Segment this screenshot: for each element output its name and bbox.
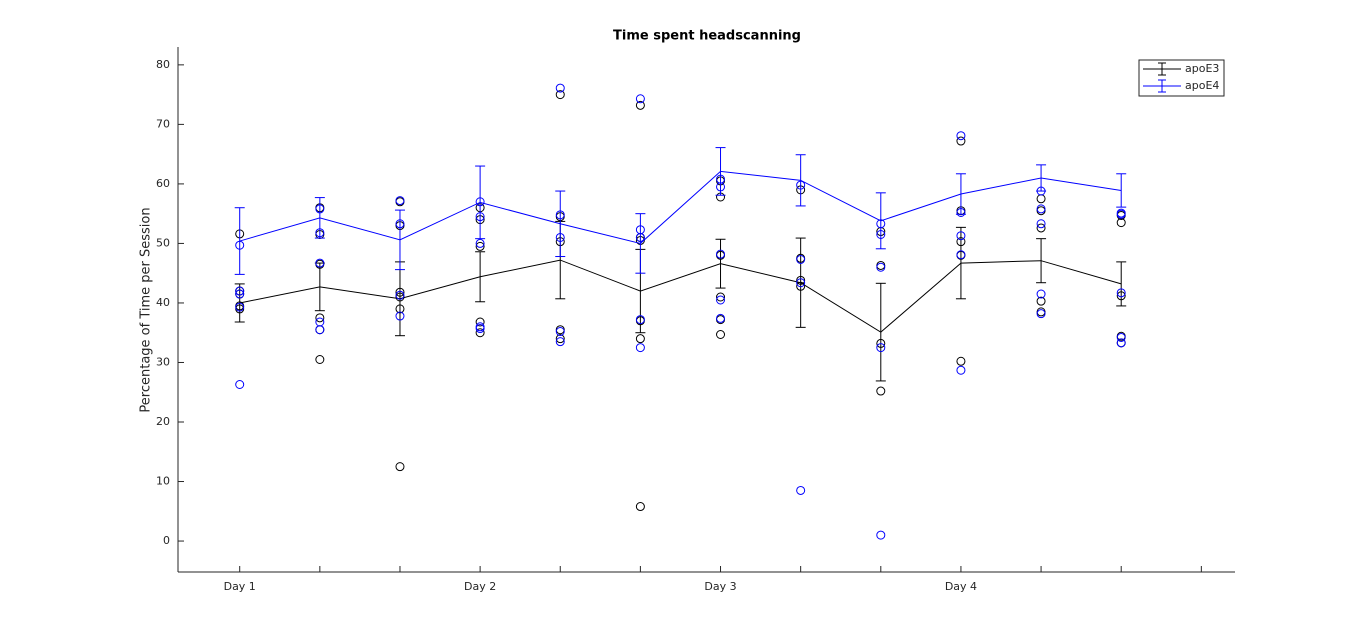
data-point [555,334,565,344]
x-tick-label: Day 3 [704,580,736,593]
data-point [635,94,645,104]
data-point [395,196,405,206]
y-tick-label: 10 [156,475,170,488]
data-point [555,337,565,347]
y-tick-label: 0 [163,534,170,547]
data-point [716,295,726,305]
data-point [315,258,325,268]
data-point [475,328,485,338]
error-bar [314,197,325,239]
legend-box [1138,59,1225,97]
error-bar [635,213,646,274]
data-point [555,90,565,100]
data-point [1116,288,1126,298]
data-point [635,334,645,344]
x-tick-label: Day 2 [464,580,496,593]
data-point [235,289,245,299]
data-point [876,530,886,540]
data-point [1116,332,1126,342]
data-point [1036,204,1046,214]
data-point [1036,223,1046,233]
data-point [1036,289,1046,299]
error-bar [555,190,566,258]
error-bar [1116,261,1127,307]
data-point [956,250,966,260]
data-point [235,302,245,312]
y-tick-label: 60 [156,177,170,190]
data-point [956,356,966,366]
data-point [1036,296,1046,306]
y-axis-label: Percentage of Time per Session [139,207,154,412]
data-point [876,343,886,353]
error-bar [394,209,405,271]
data-point [956,136,966,146]
error-bar [314,262,325,312]
data-point [555,327,565,337]
y-tick-label: 70 [156,117,170,130]
data-point [635,315,645,325]
data-point [315,325,325,335]
y-tick-label: 20 [156,415,170,428]
error-bar [875,282,886,382]
data-point [635,100,645,110]
legend-label: apoE3 [1185,62,1219,75]
error-bar [1036,238,1047,284]
data-point [395,462,405,472]
error-bar [1116,173,1127,208]
data-point [956,365,966,375]
error-bar [475,251,486,303]
data-point [956,231,966,241]
error-bar [1036,164,1047,192]
data-point [475,317,485,327]
x-tick-label: Day 4 [945,580,977,593]
data-point [315,355,325,364]
x-tick-label: Day 1 [224,580,256,593]
data-point [475,324,485,334]
data-point [1116,338,1126,348]
error-bar [715,238,726,289]
data-point [475,241,485,251]
data-point [1116,209,1126,219]
data-point [475,238,485,248]
data-point [716,249,726,259]
legend-label: apoE4 [1185,79,1219,92]
data-point [635,502,645,512]
error-bar [795,154,806,207]
data-point [1036,309,1046,319]
mean-line [239,259,1122,333]
y-tick-label: 40 [156,296,170,309]
y-tick-label: 80 [156,58,170,71]
data-point [1036,219,1046,229]
error-bar [795,237,806,328]
error-bar [715,147,726,196]
data-point [315,313,325,323]
chart-title: Time spent headscanning [613,29,801,44]
error-bar [234,207,245,275]
mean-line [239,170,1122,244]
data-point [716,330,726,339]
data-point [716,292,726,302]
y-tick-label: 30 [156,355,170,368]
error-bar [955,173,966,215]
data-point [956,131,966,141]
data-point [635,343,645,353]
data-point [716,313,726,323]
data-point [235,380,245,389]
data-point [235,286,245,296]
data-point [555,83,565,93]
error-bar [475,165,486,240]
data-point [796,278,806,288]
y-tick-label: 50 [156,236,170,249]
data-point [876,262,886,272]
error-bar [875,192,886,250]
data-point [395,311,405,321]
data-point [876,386,886,396]
data-point [395,290,405,300]
data-point [796,255,806,264]
data-point [796,485,806,495]
